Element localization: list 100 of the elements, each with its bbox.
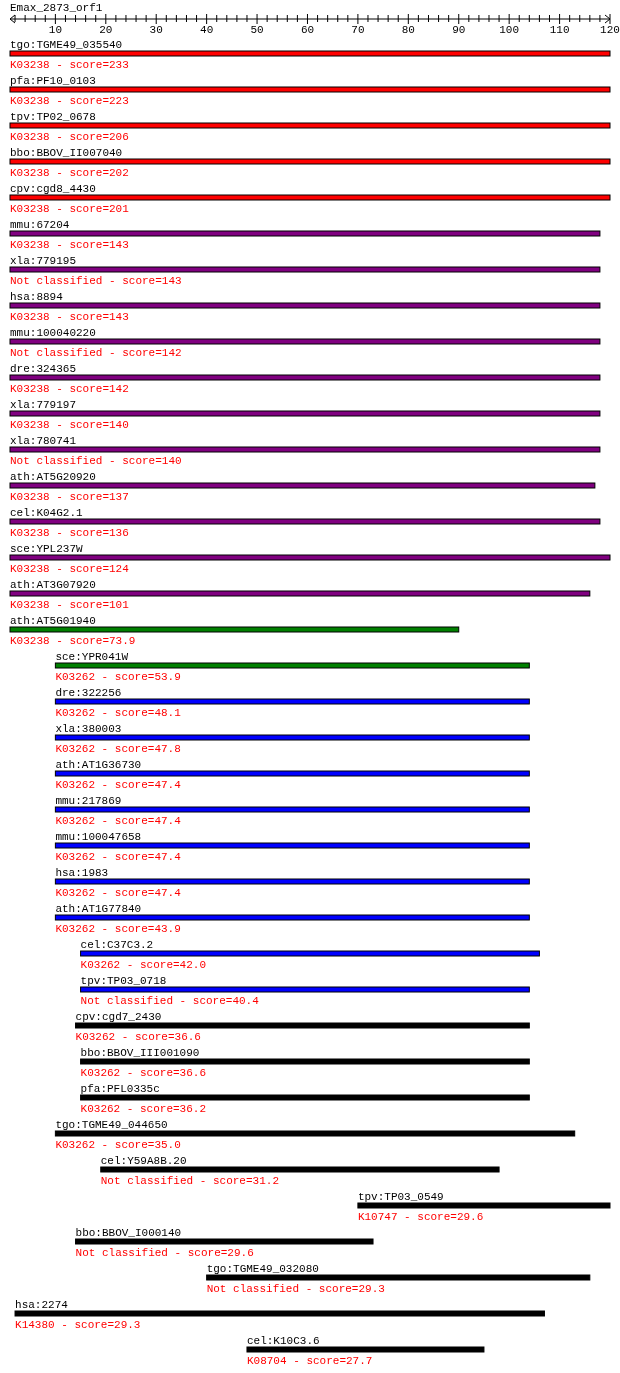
annotation: K03262 - score=35.0 (55, 1139, 181, 1151)
bar (9, 446, 601, 453)
y-tick-label: mmu:100040220 (10, 327, 96, 339)
annotation: K03238 - score=143 (10, 311, 129, 323)
annotation: K03262 - score=47.4 (55, 851, 182, 863)
y-tick-label: tpv:TP03_0549 (357, 1191, 444, 1203)
y-tick-label: hsa:2274 (15, 1299, 69, 1311)
y-tick-label: xla:380003 (55, 723, 122, 735)
annotation: Not classified - score=140 (10, 455, 182, 467)
y-tick-label: ath:AT3G07920 (10, 579, 96, 591)
y-tick-label: bbo:BBOV_III001090 (80, 1047, 200, 1059)
bar (9, 86, 611, 93)
x-tick-label: 120 (600, 24, 620, 36)
bar (80, 1058, 530, 1065)
y-tick-label: bbo:BBOV_II007040 (10, 147, 123, 159)
x-tick-label: 80 (401, 24, 415, 36)
y-tick-label: hsa:1983 (55, 867, 109, 879)
annotation: Not classified - score=143 (10, 275, 182, 287)
bar (9, 338, 601, 345)
x-tick-label: 60 (300, 24, 315, 36)
y-tick-label: dre:322256 (55, 687, 122, 699)
y-tick-label: tpv:TP03_0718 (80, 975, 167, 987)
annotation: K03262 - score=47.4 (55, 779, 182, 791)
annotation: K03262 - score=43.9 (55, 923, 181, 935)
bar (54, 1130, 576, 1137)
bar (9, 554, 611, 561)
annotation: Not classified - score=142 (10, 347, 182, 359)
annotation: K03238 - score=142 (10, 383, 129, 395)
annotation: K03262 - score=36.6 (80, 1067, 207, 1079)
bar (14, 1310, 545, 1317)
y-tick-label: cpv:cgd7_2430 (75, 1011, 162, 1023)
annotation: K03262 - score=36.6 (75, 1031, 201, 1043)
x-tick-label: 40 (200, 24, 214, 36)
x-tick-label: 90 (452, 24, 466, 36)
y-tick-label: ath:AT5G01940 (10, 615, 96, 627)
y-tick-label: hsa:8894 (10, 291, 64, 303)
bar (9, 626, 460, 633)
bar (75, 1022, 530, 1029)
annotation: K03238 - score=206 (10, 131, 129, 143)
annotation: K03238 - score=73.9 (10, 635, 136, 647)
bar (54, 878, 530, 885)
y-tick-label: tpv:TP02_0678 (10, 111, 96, 123)
y-tick-label: dre:324365 (10, 363, 77, 375)
x-tick-label: 70 (351, 24, 365, 36)
y-tick-label: xla:779197 (10, 399, 77, 411)
bar (9, 122, 611, 129)
annotation: K03262 - score=48.1 (55, 707, 182, 719)
y-tick-label: cel:Y59A8B.20 (100, 1155, 187, 1167)
annotation: K03238 - score=233 (10, 59, 129, 71)
y-tick-label: tgo:TGME49_044650 (55, 1119, 168, 1131)
annotation: K03238 - score=136 (10, 527, 129, 539)
y-tick-label: sce:YPR041W (55, 651, 129, 663)
y-tick-label: ath:AT1G36730 (55, 759, 142, 771)
annotation: Not classified - score=29.6 (75, 1247, 254, 1259)
y-tick-label: xla:780741 (10, 435, 77, 447)
bar (80, 986, 530, 993)
y-tick-label: mmu:100047658 (55, 831, 142, 843)
bar (54, 806, 530, 813)
annotation: K03238 - score=223 (10, 95, 129, 107)
annotation: K03238 - score=140 (10, 419, 129, 431)
bar (9, 302, 601, 309)
bar (54, 734, 530, 741)
bar (80, 1094, 530, 1101)
y-tick-label: cel:K10C3.6 (246, 1335, 320, 1347)
y-tick-label: pfa:PFL0335c (80, 1083, 160, 1095)
annotation: K14380 - score=29.3 (15, 1319, 141, 1331)
annotation: K03238 - score=201 (10, 203, 130, 215)
bar (246, 1346, 485, 1353)
y-tick-label: tgo:TGME49_035540 (10, 39, 123, 51)
x-tick-label: 50 (250, 24, 264, 36)
annotation: K03262 - score=42.0 (80, 959, 207, 971)
y-tick-label: sce:YPL237W (10, 543, 84, 555)
bar (100, 1166, 500, 1173)
y-tick-label: cpv:cgd8_4430 (10, 183, 96, 195)
bar (54, 698, 530, 705)
y-tick-label: mmu:217869 (55, 795, 122, 807)
x-tick-label: 110 (549, 24, 570, 36)
bar (75, 1238, 374, 1245)
y-tick-label: tgo:TGME49_032080 (206, 1263, 319, 1275)
annotation: K03238 - score=137 (10, 491, 129, 503)
y-tick-label: cel:C37C3.2 (80, 939, 154, 951)
x-tick-label: 20 (99, 24, 113, 36)
annotation: Not classified - score=40.4 (80, 995, 260, 1007)
y-tick-label: mmu:67204 (10, 219, 70, 231)
y-tick-label: xla:779195 (10, 255, 77, 267)
bar (54, 662, 530, 669)
annotation: K03262 - score=47.4 (55, 815, 182, 827)
bar (9, 230, 601, 237)
annotation: K03238 - score=124 (10, 563, 130, 575)
annotation: K03238 - score=143 (10, 239, 129, 251)
annotation: Not classified - score=29.3 (206, 1283, 385, 1295)
annotation: K03238 - score=202 (10, 167, 129, 179)
annotation: K03238 - score=101 (10, 599, 130, 611)
bar (9, 590, 591, 597)
bar (206, 1274, 591, 1281)
annotation: K03262 - score=53.9 (55, 671, 181, 683)
y-tick-label: bbo:BBOV_I000140 (75, 1227, 182, 1239)
bar (9, 518, 601, 525)
bar (9, 482, 596, 489)
y-tick-label: ath:AT1G77840 (55, 903, 142, 915)
